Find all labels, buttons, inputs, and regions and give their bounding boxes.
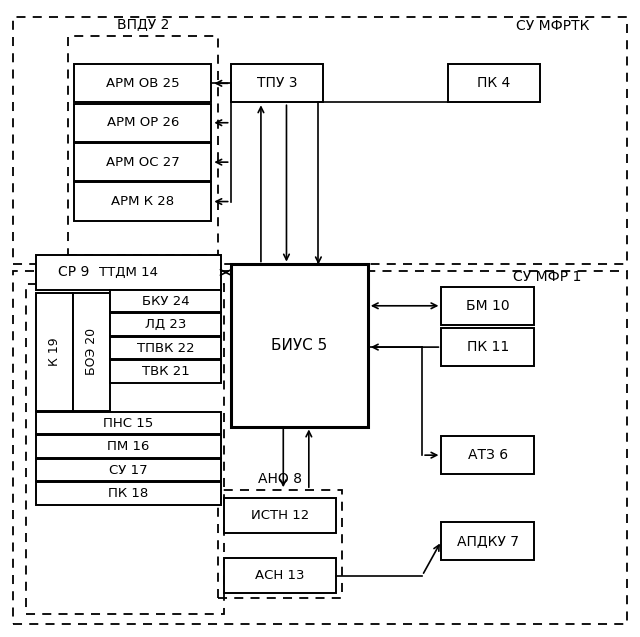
Bar bbox=[442, 436, 534, 474]
Bar bbox=[36, 436, 221, 458]
Bar bbox=[224, 558, 336, 593]
Bar bbox=[110, 361, 221, 383]
Bar bbox=[110, 337, 221, 359]
Text: ВПДУ 2: ВПДУ 2 bbox=[116, 17, 169, 31]
Text: ПМ 16: ПМ 16 bbox=[108, 440, 150, 453]
Text: БИУС 5: БИУС 5 bbox=[271, 338, 328, 353]
Bar bbox=[442, 287, 534, 325]
Text: ТВК 21: ТВК 21 bbox=[141, 365, 189, 378]
Text: СУ МФРТК: СУ МФРТК bbox=[516, 19, 590, 33]
Text: АРМ К 28: АРМ К 28 bbox=[111, 195, 174, 208]
Bar bbox=[110, 313, 221, 336]
Text: ИСТН 12: ИСТН 12 bbox=[251, 509, 309, 522]
Bar bbox=[74, 143, 211, 181]
Text: АСН 13: АСН 13 bbox=[255, 569, 305, 582]
Text: ПНС 15: ПНС 15 bbox=[103, 417, 154, 429]
Bar bbox=[448, 64, 540, 103]
Text: АРМ ОС 27: АРМ ОС 27 bbox=[106, 155, 180, 169]
Bar bbox=[230, 64, 323, 103]
Bar bbox=[36, 482, 221, 505]
Text: АПДКУ 7: АПДКУ 7 bbox=[456, 534, 518, 548]
Text: ПК 11: ПК 11 bbox=[467, 340, 509, 354]
Text: АТЗ 6: АТЗ 6 bbox=[468, 448, 508, 462]
Text: СР 9: СР 9 bbox=[58, 265, 90, 279]
Text: БОЭ 20: БОЭ 20 bbox=[85, 328, 98, 375]
Bar bbox=[110, 290, 221, 312]
Text: ТТДМ 14: ТТДМ 14 bbox=[99, 266, 158, 279]
Text: АРМ ОР 26: АРМ ОР 26 bbox=[107, 116, 179, 129]
Text: ПК 18: ПК 18 bbox=[108, 487, 148, 500]
Bar bbox=[36, 255, 221, 290]
Bar bbox=[36, 412, 221, 434]
Text: СУ 17: СУ 17 bbox=[109, 464, 148, 476]
Text: АНО 8: АНО 8 bbox=[258, 471, 302, 485]
Bar bbox=[74, 104, 211, 142]
Text: БМ 10: БМ 10 bbox=[466, 299, 509, 313]
Text: АРМ ОВ 25: АРМ ОВ 25 bbox=[106, 77, 180, 90]
Bar bbox=[224, 497, 336, 533]
Text: СУ МФР 1: СУ МФР 1 bbox=[513, 270, 581, 284]
Bar bbox=[442, 522, 534, 560]
Bar bbox=[36, 293, 73, 411]
Bar bbox=[73, 293, 110, 411]
Text: ПК 4: ПК 4 bbox=[477, 76, 511, 90]
Text: ТПУ 3: ТПУ 3 bbox=[257, 76, 297, 90]
Bar bbox=[74, 64, 211, 103]
Text: К 19: К 19 bbox=[48, 338, 61, 366]
Text: БКУ 24: БКУ 24 bbox=[141, 294, 189, 308]
Text: ТПВК 22: ТПВК 22 bbox=[137, 341, 195, 355]
Bar bbox=[74, 182, 211, 220]
Bar bbox=[442, 328, 534, 366]
Bar bbox=[36, 459, 221, 481]
Text: ЛД 23: ЛД 23 bbox=[145, 318, 186, 331]
Bar bbox=[230, 264, 368, 427]
